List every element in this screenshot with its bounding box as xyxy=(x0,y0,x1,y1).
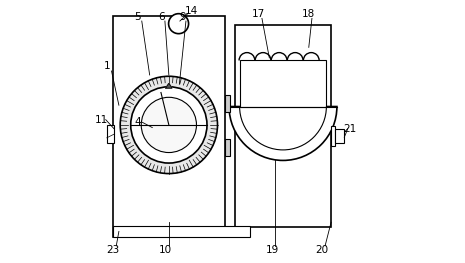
Circle shape xyxy=(120,76,218,174)
Text: 23: 23 xyxy=(106,245,120,255)
Text: 11: 11 xyxy=(95,115,108,125)
Text: 14: 14 xyxy=(185,6,199,16)
Bar xyxy=(113,16,225,237)
Text: 21: 21 xyxy=(343,124,356,134)
Circle shape xyxy=(141,97,197,153)
Text: 19: 19 xyxy=(266,245,279,255)
Text: 17: 17 xyxy=(252,9,266,19)
Bar xyxy=(335,129,344,143)
Wedge shape xyxy=(229,107,337,160)
Text: 5: 5 xyxy=(134,12,141,22)
Circle shape xyxy=(131,87,207,163)
Text: 20: 20 xyxy=(315,245,328,255)
Bar xyxy=(225,139,230,156)
Bar xyxy=(107,125,114,143)
Bar xyxy=(235,25,331,227)
Bar xyxy=(331,126,335,146)
Text: 18: 18 xyxy=(302,9,315,19)
Text: 10: 10 xyxy=(159,245,172,255)
Bar xyxy=(113,226,250,237)
Text: 4: 4 xyxy=(134,117,141,127)
Bar xyxy=(225,95,230,112)
Text: 9: 9 xyxy=(179,12,186,22)
Text: 6: 6 xyxy=(158,12,165,22)
Bar xyxy=(240,60,326,107)
Text: 1: 1 xyxy=(104,61,110,71)
Polygon shape xyxy=(166,83,172,88)
Circle shape xyxy=(169,14,189,34)
